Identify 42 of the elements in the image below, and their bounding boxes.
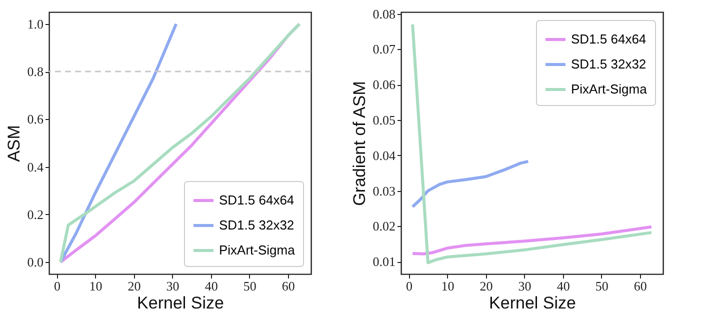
- line-series: [411, 160, 530, 208]
- x-tick-label: 40: [556, 278, 570, 294]
- y-axis-title: Gradient of ASM: [350, 81, 369, 206]
- x-tick-label: 10: [441, 278, 454, 294]
- x-tick-label: 60: [282, 278, 295, 294]
- y-tick-label: 0.04: [372, 148, 396, 163]
- y-tick-label: 0.08: [372, 6, 396, 22]
- x-tick-label: 0: [406, 278, 412, 294]
- y-tick-label: 1.0: [27, 16, 44, 32]
- x-tick-label: 10: [89, 278, 102, 294]
- line-series: [411, 22, 653, 264]
- line-series: [411, 225, 653, 256]
- legend-label: SD1.5 32x32: [219, 218, 294, 232]
- x-tick-label: 50: [595, 278, 608, 294]
- y-tick-label: 0.6: [27, 112, 44, 127]
- legend-label: PixArt-Sigma: [219, 242, 296, 258]
- x-tick-label: 0: [54, 278, 60, 294]
- x-tick-label: 50: [243, 278, 256, 294]
- legend-label: SD1.5 64x64: [219, 192, 294, 208]
- y-tick-label: 0.07: [372, 42, 396, 57]
- legend-label: SD1.5 64x64: [571, 32, 646, 46]
- legend-label: SD1.5 32x32: [571, 56, 646, 72]
- x-tick-label: 20: [128, 278, 141, 294]
- x-axis-title: Kernel Size: [137, 294, 224, 312]
- line-series: [59, 22, 178, 264]
- x-tick-label: 30: [518, 278, 532, 294]
- x-tick-label: 30: [166, 278, 180, 294]
- x-tick-label: 60: [634, 278, 647, 294]
- y-tick-label: 0.01: [372, 254, 396, 270]
- y-tick-label: 0.05: [372, 112, 396, 128]
- y-tick-label: 0.06: [372, 77, 396, 92]
- y-tick-label: 0.2: [27, 206, 44, 222]
- y-tick-label: 0.4: [27, 159, 44, 174]
- x-tick-label: 40: [204, 278, 218, 294]
- y-tick-label: 0.0: [27, 254, 44, 270]
- legend-label: PixArt-Sigma: [571, 82, 648, 96]
- x-tick-label: 20: [480, 278, 493, 294]
- y-axis-title: ASM: [4, 125, 24, 162]
- y-tick-label: 0.02: [372, 218, 396, 234]
- x-axis-title: Kernel Size: [489, 294, 576, 312]
- y-tick-label: 0.8: [27, 64, 44, 80]
- y-tick-label: 0.03: [372, 183, 396, 198]
